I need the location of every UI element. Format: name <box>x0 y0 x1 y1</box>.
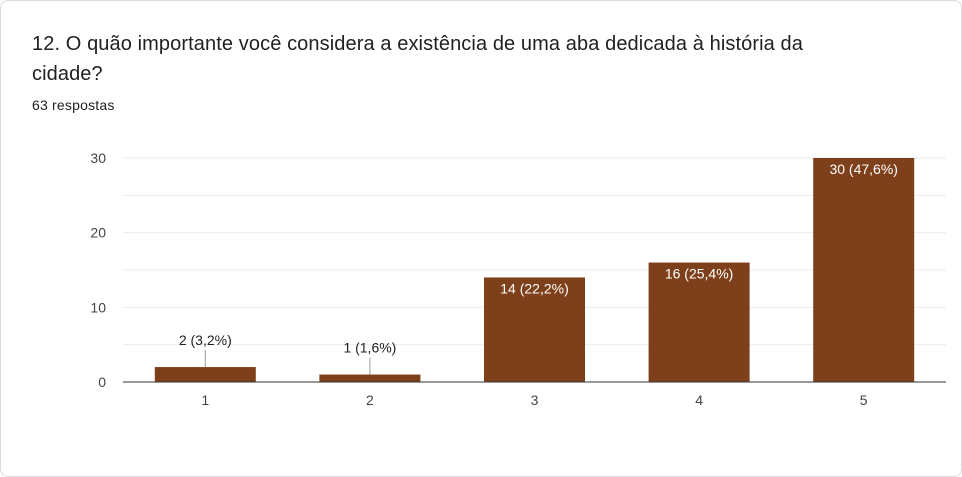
x-tick-label: 3 <box>531 392 539 408</box>
data-label: 2 (3,2%) <box>179 332 232 348</box>
y-tick-label: 20 <box>90 225 106 241</box>
bar <box>648 262 750 382</box>
x-tick-label: 1 <box>201 392 209 408</box>
y-tick-label: 30 <box>90 150 106 166</box>
x-tick-label: 5 <box>860 392 868 408</box>
data-label: 1 (1,6%) <box>343 340 396 356</box>
y-tick-label: 10 <box>90 299 106 315</box>
data-label: 16 (25,4%) <box>665 266 733 282</box>
y-tick-label: 0 <box>98 374 106 390</box>
x-tick-label: 2 <box>366 392 374 408</box>
bar <box>813 158 915 382</box>
question-title: 12. O quão importante você considera a e… <box>32 33 804 85</box>
data-label: 30 (47,6%) <box>829 161 897 177</box>
data-label: 14 (22,2%) <box>500 280 568 296</box>
response-count: 63 respostas <box>32 97 115 113</box>
bar <box>319 374 421 382</box>
x-tick-label: 4 <box>695 392 703 408</box>
bar <box>484 277 585 382</box>
bar <box>154 367 256 382</box>
